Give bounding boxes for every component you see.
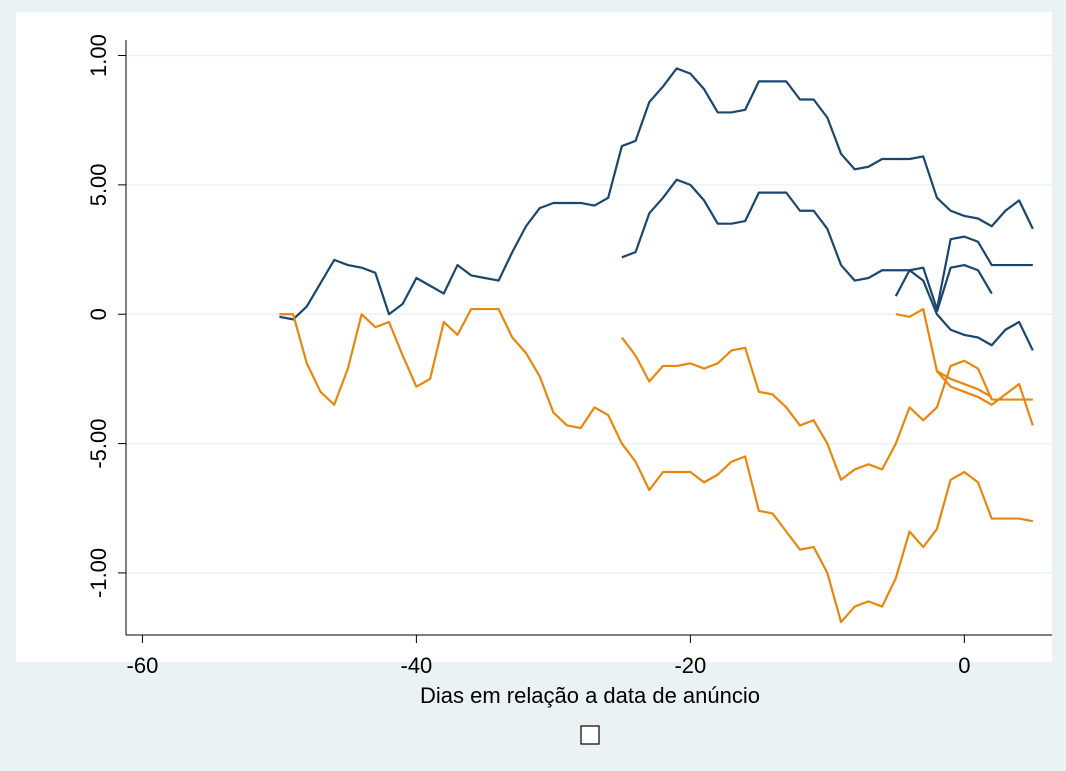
series-line (620, 336, 1033, 481)
y-tick-label: -1.00 (86, 548, 111, 598)
y-tick-label: -5.00 (86, 418, 111, 468)
x-tick-label: 0 (958, 653, 970, 678)
series-line (936, 370, 993, 398)
legend-box (580, 725, 600, 745)
x-axis-label: Dias em relação a data de anúncio (420, 683, 760, 708)
x-tick-label: -20 (674, 653, 706, 678)
x-tick-label: -60 (127, 653, 159, 678)
y-tick-label: 0 (86, 308, 111, 320)
series-line (279, 67, 1034, 321)
x-tick-label: -40 (401, 653, 433, 678)
y-tick-label: 1.00 (86, 34, 111, 77)
series-line (894, 269, 1034, 351)
y-tick-label: 5.00 (86, 163, 111, 206)
series-line (621, 178, 1033, 311)
series-line (279, 307, 1034, 624)
series-line (895, 307, 1034, 426)
series-line (935, 263, 993, 312)
plot-region (16, 12, 1052, 662)
